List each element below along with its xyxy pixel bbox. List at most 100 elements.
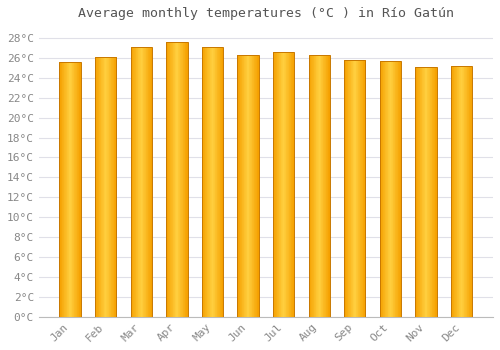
Bar	[428, 67, 429, 317]
Bar	[467, 66, 468, 317]
Bar	[186, 42, 187, 317]
Bar	[348, 60, 350, 317]
Title: Average monthly temperatures (°C ) in Río Gatún: Average monthly temperatures (°C ) in Rí…	[78, 7, 454, 20]
Bar	[174, 42, 175, 317]
Bar	[214, 47, 216, 317]
Bar	[110, 57, 111, 317]
Bar	[393, 61, 394, 317]
Bar	[362, 60, 363, 317]
Bar	[206, 47, 207, 317]
Bar	[168, 42, 169, 317]
Bar	[256, 55, 258, 317]
Bar	[170, 42, 172, 317]
Bar	[238, 55, 258, 317]
Bar	[178, 42, 179, 317]
Bar	[96, 57, 98, 317]
Bar	[100, 57, 102, 317]
Bar	[380, 61, 401, 317]
Bar	[391, 61, 392, 317]
Bar	[80, 62, 81, 317]
Bar	[138, 47, 140, 317]
Bar	[293, 52, 294, 317]
Bar	[73, 62, 74, 317]
Bar	[380, 61, 382, 317]
Bar	[112, 57, 113, 317]
Bar	[242, 55, 243, 317]
Bar	[68, 62, 69, 317]
Bar	[426, 67, 427, 317]
Bar	[456, 66, 457, 317]
Bar	[313, 55, 314, 317]
Bar	[384, 61, 385, 317]
Bar	[239, 55, 240, 317]
Bar	[250, 55, 251, 317]
Bar	[62, 62, 63, 317]
Bar	[167, 42, 168, 317]
Bar	[238, 55, 239, 317]
Bar	[276, 52, 278, 317]
Bar	[354, 60, 355, 317]
Bar	[253, 55, 254, 317]
Bar	[64, 62, 66, 317]
Bar	[310, 55, 311, 317]
Bar	[308, 55, 310, 317]
Bar	[420, 67, 421, 317]
Bar	[107, 57, 108, 317]
Bar	[466, 66, 468, 317]
Bar	[285, 52, 286, 317]
Bar	[291, 52, 292, 317]
Bar	[419, 67, 420, 317]
Bar	[288, 52, 290, 317]
Bar	[146, 47, 147, 317]
Bar	[140, 47, 141, 317]
Bar	[71, 62, 72, 317]
Bar	[328, 55, 330, 317]
Bar	[424, 67, 426, 317]
Bar	[349, 60, 350, 317]
Bar	[216, 47, 218, 317]
Bar	[275, 52, 276, 317]
Bar	[471, 66, 472, 317]
Bar	[280, 52, 281, 317]
Bar	[166, 42, 188, 317]
Bar	[106, 57, 108, 317]
Bar	[314, 55, 315, 317]
Bar	[364, 60, 365, 317]
Bar	[453, 66, 454, 317]
Bar	[204, 47, 206, 317]
Bar	[98, 57, 100, 317]
Bar	[455, 66, 456, 317]
Bar	[327, 55, 328, 317]
Bar	[78, 62, 79, 317]
Bar	[463, 66, 464, 317]
Bar	[246, 55, 248, 317]
Bar	[255, 55, 256, 317]
Bar	[251, 55, 252, 317]
Bar	[207, 47, 208, 317]
Bar	[431, 67, 432, 317]
Bar	[212, 47, 214, 317]
Bar	[394, 61, 396, 317]
Bar	[359, 60, 360, 317]
Bar	[103, 57, 104, 317]
Bar	[130, 47, 152, 317]
Bar	[388, 61, 389, 317]
Bar	[218, 47, 219, 317]
Bar	[396, 61, 397, 317]
Bar	[181, 42, 182, 317]
Bar	[75, 62, 76, 317]
Bar	[288, 52, 289, 317]
Bar	[213, 47, 214, 317]
Bar	[134, 47, 135, 317]
Bar	[256, 55, 257, 317]
Bar	[184, 42, 186, 317]
Bar	[416, 67, 417, 317]
Bar	[115, 57, 116, 317]
Bar	[274, 52, 276, 317]
Bar	[145, 47, 146, 317]
Bar	[246, 55, 247, 317]
Bar	[430, 67, 431, 317]
Bar	[423, 67, 424, 317]
Bar	[322, 55, 323, 317]
Bar	[219, 47, 220, 317]
